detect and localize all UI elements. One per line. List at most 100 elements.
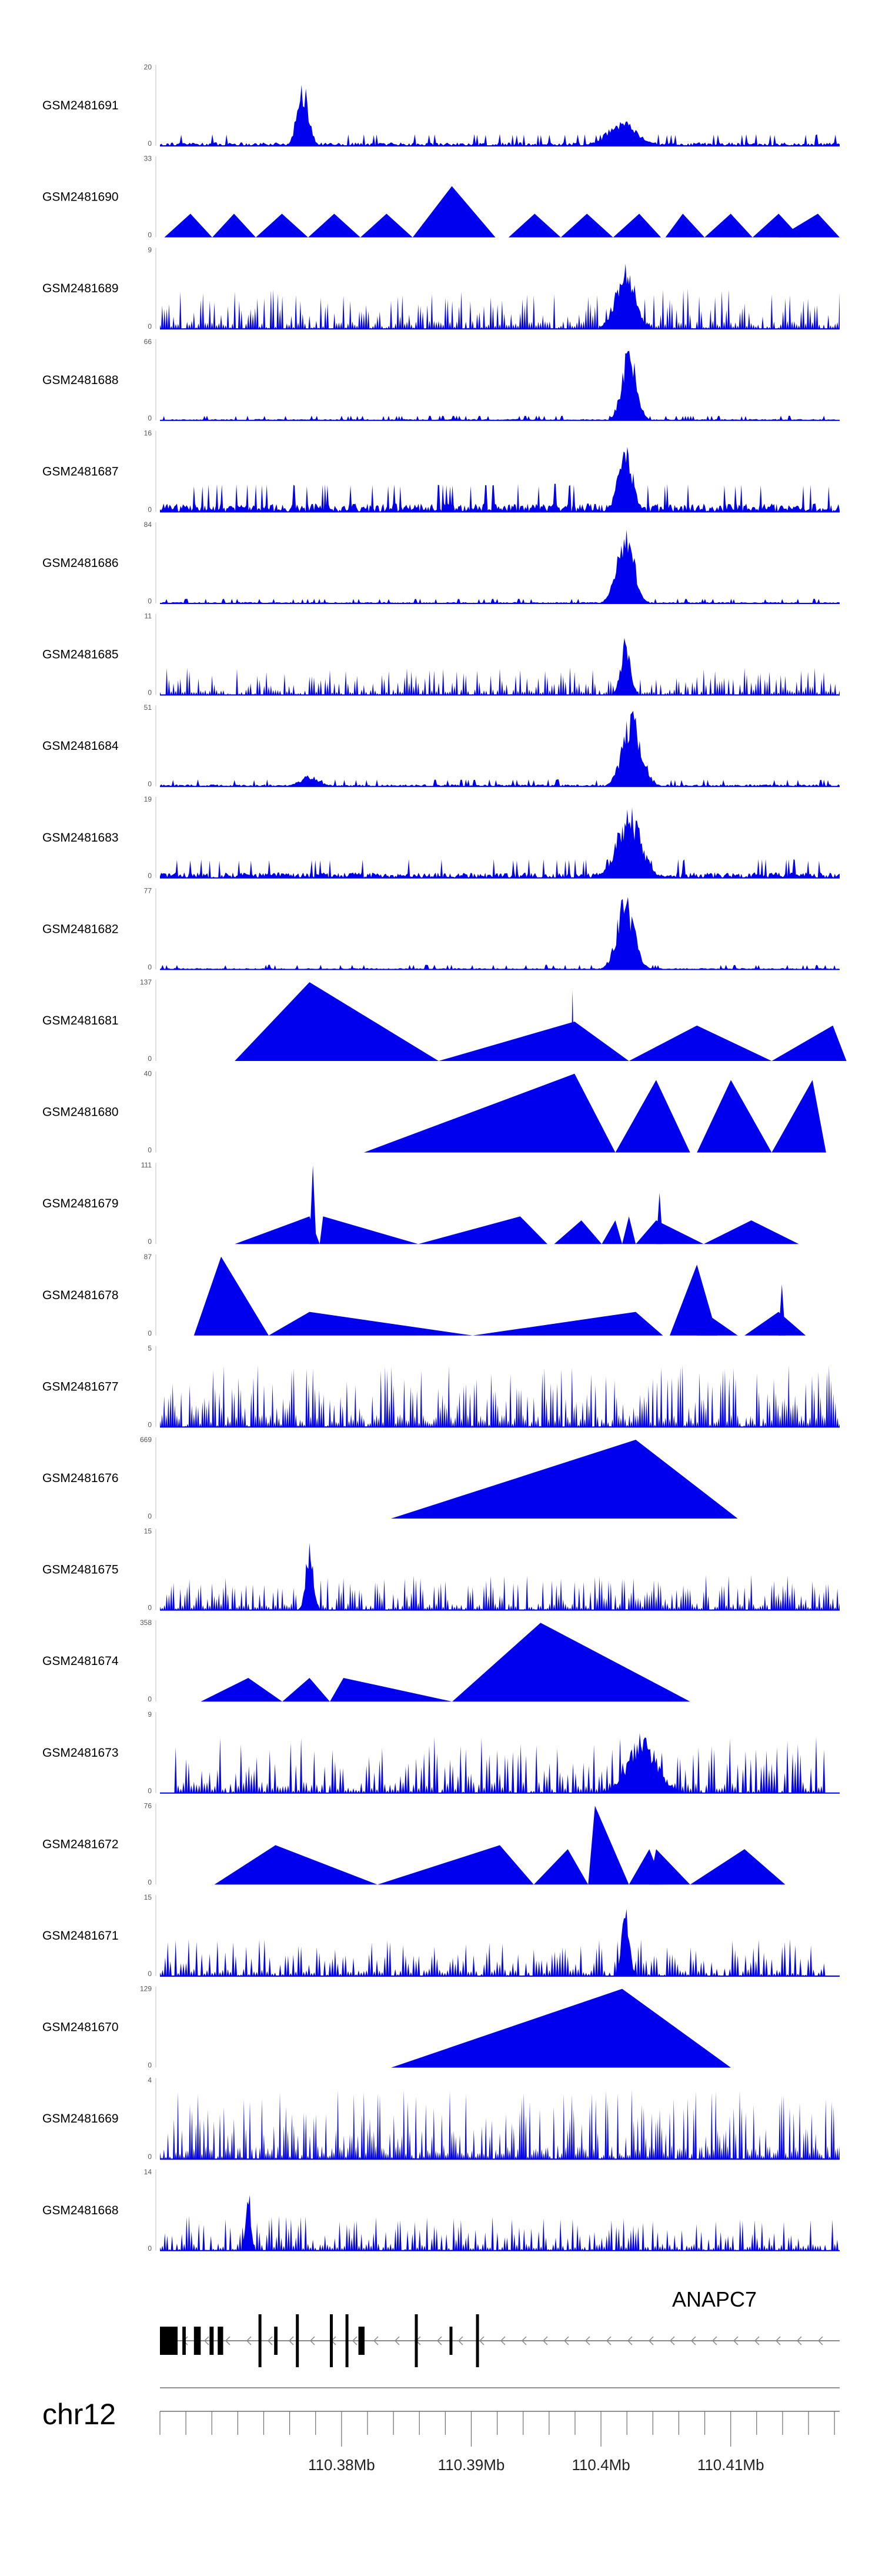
signal-peak bbox=[508, 213, 561, 238]
track-GSM2481678: GSM2481678 87 0 bbox=[42, 1253, 806, 1337]
signal-area bbox=[160, 807, 840, 878]
signal-peak bbox=[377, 1845, 534, 1885]
track-GSM2481688: GSM2481688 66 0 bbox=[42, 338, 840, 422]
signal-area bbox=[160, 710, 840, 787]
signal-peak bbox=[201, 1678, 283, 1702]
signal-peak bbox=[330, 1678, 453, 1702]
signal-peak bbox=[308, 213, 360, 238]
track-ymax-label: 87 bbox=[144, 1253, 152, 1261]
strand-arrow bbox=[352, 2336, 358, 2345]
track-ymax-label: 669 bbox=[140, 1436, 152, 1444]
signal-area bbox=[160, 897, 840, 970]
track-label: GSM2481683 bbox=[42, 831, 119, 845]
track-ymin-label: 0 bbox=[148, 1146, 152, 1154]
track-ymin-label: 0 bbox=[148, 1512, 152, 1520]
track-ymin-label: 0 bbox=[148, 597, 152, 605]
track-ymin-label: 0 bbox=[148, 1329, 152, 1337]
track-ymax-label: 51 bbox=[144, 703, 152, 712]
track-label: GSM2481687 bbox=[42, 465, 119, 478]
signal-peak bbox=[636, 1220, 704, 1244]
signal-area bbox=[160, 263, 840, 329]
track-label: GSM2481673 bbox=[42, 1746, 119, 1760]
signal-area bbox=[173, 1733, 826, 1793]
strand-arrow bbox=[606, 2336, 612, 2345]
gene-exon bbox=[345, 2314, 349, 2367]
strand-arrow bbox=[373, 2336, 379, 2345]
gene-exon bbox=[476, 2314, 479, 2367]
track-label: GSM2481690 bbox=[42, 191, 119, 204]
track-ymin-label: 0 bbox=[148, 2244, 152, 2253]
track-GSM2481685: GSM2481685 11 0 bbox=[42, 612, 840, 697]
track-ymin-label: 0 bbox=[148, 505, 152, 513]
strand-arrow bbox=[246, 2336, 252, 2345]
axis-tick-label: 110.4Mb bbox=[572, 2456, 630, 2474]
track-label: GSM2481677 bbox=[42, 1380, 119, 1393]
signal-peak bbox=[214, 1845, 377, 1885]
gene-track: ANAPC7 bbox=[160, 2287, 840, 2367]
track-ymax-label: 16 bbox=[144, 429, 152, 437]
track-ymin-label: 0 bbox=[148, 1970, 152, 1978]
track-label: GSM2481682 bbox=[42, 922, 119, 936]
axis-tick-label: 110.38Mb bbox=[308, 2456, 375, 2474]
gene-label: ANAPC7 bbox=[672, 2287, 757, 2311]
signal-peak bbox=[438, 1022, 629, 1061]
genome-axis: chr12 110.38Mb 110.39Mb 110.4Mb 110.41Mb bbox=[42, 2387, 840, 2474]
track-ymin-label: 0 bbox=[148, 1055, 152, 1063]
track-ymin-label: 0 bbox=[148, 1604, 152, 1612]
track-ymax-label: 358 bbox=[140, 1619, 152, 1627]
axis-tick-label: 110.39Mb bbox=[438, 2456, 505, 2474]
signal-peak bbox=[212, 213, 256, 238]
track-GSM2481690: GSM2481690 33 0 bbox=[42, 155, 840, 239]
strand-arrow bbox=[627, 2336, 633, 2345]
track-GSM2481676: GSM2481676 669 0 bbox=[42, 1436, 738, 1520]
track-label: GSM2481684 bbox=[42, 739, 119, 753]
track-label: GSM2481672 bbox=[42, 1837, 119, 1851]
strand-arrow bbox=[775, 2336, 781, 2345]
track-GSM2481689: GSM2481689 9 0 bbox=[42, 246, 840, 331]
strand-arrow bbox=[754, 2336, 760, 2345]
signal-peak bbox=[391, 1988, 731, 2068]
signal-peak bbox=[697, 1080, 772, 1153]
strand-arrow bbox=[648, 2336, 654, 2345]
track-ymax-label: 15 bbox=[144, 1527, 152, 1536]
signal-peak bbox=[588, 1806, 629, 1885]
track-GSM2481682: GSM2481682 77 0 bbox=[42, 886, 840, 971]
gene-exon bbox=[193, 2327, 201, 2355]
strand-arrow bbox=[690, 2336, 696, 2345]
signal-peak bbox=[319, 1216, 419, 1244]
strand-arrow bbox=[669, 2336, 675, 2345]
track-ymin-label: 0 bbox=[148, 689, 152, 697]
track-ymax-label: 111 bbox=[141, 1161, 152, 1169]
signal-area bbox=[160, 2090, 840, 2160]
track-ymin-label: 0 bbox=[148, 2061, 152, 2070]
strand-arrow bbox=[584, 2336, 590, 2345]
signal-tracks: GSM2481691200GSM2481690330GSM248168990GS… bbox=[42, 63, 847, 2253]
strand-arrow bbox=[479, 2336, 485, 2345]
track-label: GSM2481678 bbox=[42, 1289, 119, 1302]
track-label: GSM2481675 bbox=[42, 1563, 119, 1577]
gene-exon bbox=[160, 2327, 178, 2355]
signal-peak bbox=[778, 1284, 786, 1336]
track-label: GSM2481671 bbox=[42, 1929, 119, 1943]
track-ymax-label: 33 bbox=[144, 155, 152, 163]
strand-arrow bbox=[203, 2336, 209, 2345]
track-ymax-label: 15 bbox=[144, 1893, 152, 1901]
track-label: GSM2481679 bbox=[42, 1197, 119, 1210]
track-ymax-label: 137 bbox=[140, 978, 152, 986]
signal-peak bbox=[452, 1623, 690, 1702]
track-label: GSM2481685 bbox=[42, 648, 119, 662]
signal-peak bbox=[697, 1312, 738, 1336]
signal-peak bbox=[665, 213, 705, 238]
gene-exon bbox=[358, 2327, 365, 2355]
track-ymax-label: 20 bbox=[144, 63, 152, 71]
track-GSM2481679: GSM2481679 111 0 bbox=[42, 1161, 799, 1246]
track-ymax-label: 9 bbox=[148, 246, 152, 254]
signal-area bbox=[160, 1364, 840, 1427]
signal-peak bbox=[193, 1256, 269, 1336]
strand-arrow bbox=[267, 2336, 273, 2345]
signal-peak bbox=[656, 1193, 663, 1244]
track-GSM2481669: GSM2481669 4 0 bbox=[42, 2076, 840, 2161]
track-ymin-label: 0 bbox=[148, 1695, 152, 1703]
strand-arrow bbox=[796, 2336, 802, 2345]
track-ymin-label: 0 bbox=[148, 2153, 152, 2161]
